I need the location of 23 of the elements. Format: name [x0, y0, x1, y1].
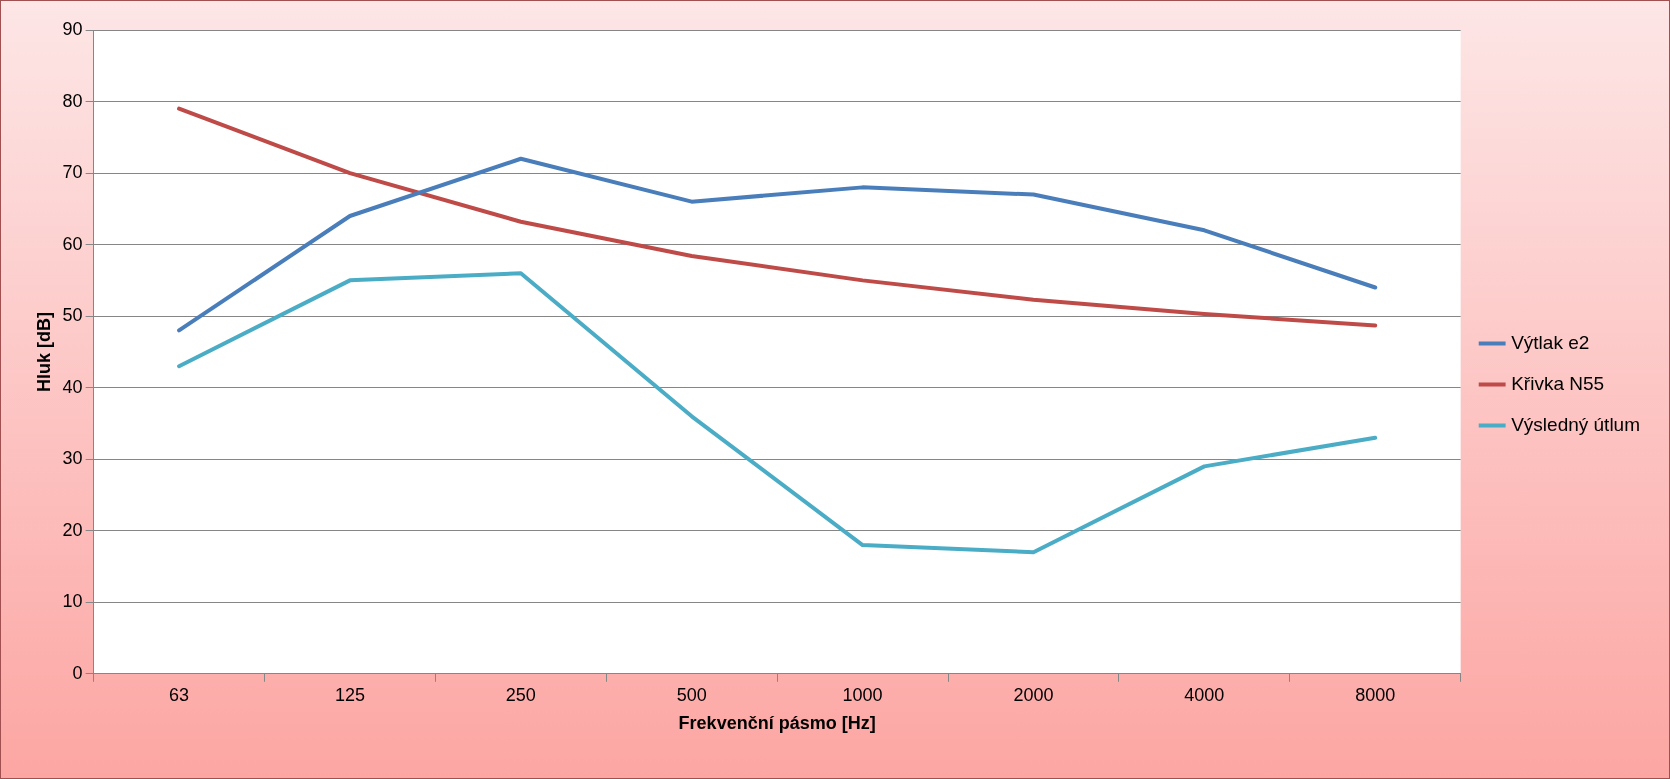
x-tick-label: 4000 — [1184, 684, 1225, 705]
legend-label: Výsledný útlum — [1511, 413, 1641, 435]
x-tick-label: 8000 — [1355, 684, 1396, 705]
y-tick-label: 50 — [62, 305, 83, 326]
x-tick-label: 250 — [505, 684, 536, 705]
x-tick-label: 125 — [334, 684, 365, 705]
y-axis-title: Hluk [dB] — [33, 311, 54, 392]
y-tick-label: 10 — [62, 591, 83, 612]
y-tick-label: 40 — [62, 376, 83, 397]
x-tick-label: 1000 — [842, 684, 883, 705]
legend-label: Křivka N55 — [1511, 372, 1605, 394]
y-tick-label: 90 — [62, 18, 83, 39]
x-axis-title: Frekvenční pásmo [Hz] — [678, 713, 876, 734]
y-tick-label: 60 — [62, 233, 83, 254]
y-tick-label: 70 — [62, 162, 83, 183]
x-tick-label: 500 — [676, 684, 707, 705]
y-tick-label: 80 — [62, 90, 83, 111]
x-tick-label: 63 — [169, 684, 190, 705]
y-tick-label: 30 — [62, 448, 83, 469]
y-tick-label: 20 — [62, 519, 83, 540]
legend-label: Výtlak e2 — [1511, 331, 1590, 353]
y-tick-label: 0 — [72, 662, 83, 683]
x-tick-label: 2000 — [1013, 684, 1054, 705]
